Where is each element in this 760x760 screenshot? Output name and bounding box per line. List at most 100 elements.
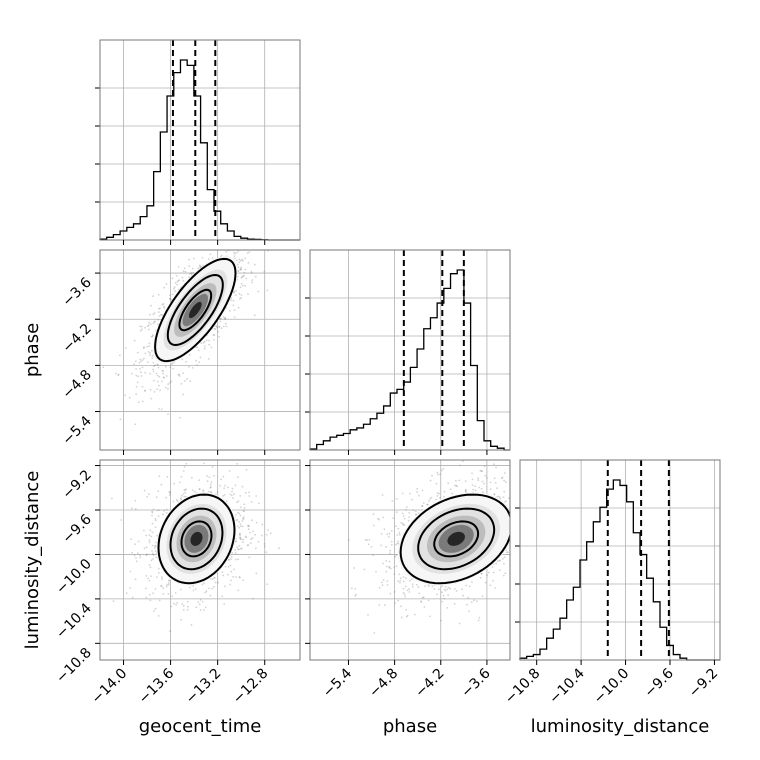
sample-point-0-1 xyxy=(149,352,151,354)
sample-point-0-1 xyxy=(205,339,208,342)
sample-point-0-2 xyxy=(130,538,133,541)
sample-point-1-2 xyxy=(443,588,446,591)
sample-point-0-2 xyxy=(224,457,226,459)
contour-0-1-1 xyxy=(166,273,224,347)
sample-point-0-2 xyxy=(187,606,189,608)
sample-point-0-2 xyxy=(263,545,266,548)
sample-point-0-1 xyxy=(239,267,242,270)
sample-point-0-1 xyxy=(167,383,170,386)
sample-point-1-2 xyxy=(473,599,475,602)
sample-point-0-2 xyxy=(198,603,201,606)
sample-point-1-2 xyxy=(403,524,406,526)
sample-point-1-2 xyxy=(400,577,402,579)
sample-point-0-2 xyxy=(181,603,184,605)
sample-point-0-2 xyxy=(135,557,137,559)
xtick-label-phase-1: −4.8 xyxy=(366,666,401,701)
sample-point-0-2 xyxy=(246,544,249,547)
sample-point-0-1 xyxy=(148,321,151,324)
sample-point-0-1 xyxy=(173,287,175,290)
sample-point-0-2 xyxy=(199,598,202,601)
sample-point-1-2 xyxy=(388,565,391,568)
sample-point-1-2 xyxy=(443,495,445,498)
sample-point-0-2 xyxy=(234,484,237,487)
sample-point-0-1 xyxy=(158,408,161,410)
sample-point-1-2 xyxy=(449,488,452,491)
sample-point-0-2 xyxy=(161,578,164,580)
sample-point-1-2 xyxy=(533,521,535,523)
contour-0-1-2 xyxy=(154,257,237,363)
sample-point-0-1 xyxy=(95,397,97,399)
sample-point-0-1 xyxy=(232,228,234,230)
sample-point-0-1 xyxy=(218,326,220,328)
sample-point-0-1 xyxy=(164,365,167,368)
sample-point-0-2 xyxy=(211,578,214,580)
sample-point-0-1 xyxy=(212,334,215,336)
sample-point-1-2 xyxy=(449,587,452,590)
sample-point-0-1 xyxy=(167,413,169,415)
sample-point-0-1 xyxy=(144,390,146,392)
sample-point-0-1 xyxy=(150,304,152,307)
sample-point-0-1 xyxy=(217,331,219,333)
sample-point-1-2 xyxy=(427,585,430,587)
sample-point-0-2 xyxy=(154,545,157,548)
sample-point-0-1 xyxy=(247,261,250,264)
sample-point-0-2 xyxy=(251,537,254,539)
sample-point-0-2 xyxy=(261,523,264,526)
sample-point-0-2 xyxy=(194,490,196,493)
ytick-label-phase-0: −5.4 xyxy=(59,413,94,448)
sample-point-0-1 xyxy=(136,351,139,354)
sample-point-1-2 xyxy=(385,545,387,548)
sample-point-0-2 xyxy=(242,516,245,518)
sample-point-0-2 xyxy=(154,519,157,522)
ytick-label-phase-1: −4.8 xyxy=(59,367,94,402)
sample-point-1-2 xyxy=(523,531,525,533)
sample-point-0-1 xyxy=(213,334,216,336)
sample-point-0-2 xyxy=(239,495,242,497)
sample-point-1-2 xyxy=(390,530,393,532)
pair-frame-0-1 xyxy=(99,249,301,451)
sample-point-0-1 xyxy=(240,282,243,285)
sample-point-0-2 xyxy=(112,600,115,603)
sample-point-0-2 xyxy=(239,525,242,527)
sample-point-0-2 xyxy=(205,434,207,436)
sample-point-1-2 xyxy=(383,528,386,531)
sample-point-0-1 xyxy=(146,325,149,327)
sample-point-1-2 xyxy=(455,590,458,592)
sample-point-1-2 xyxy=(415,513,418,516)
sample-point-0-1 xyxy=(161,303,164,306)
sample-point-0-2 xyxy=(148,539,151,541)
sample-point-0-2 xyxy=(232,497,234,499)
sample-point-1-2 xyxy=(353,567,355,569)
sample-point-0-1 xyxy=(233,316,236,318)
sample-point-0-1 xyxy=(250,270,253,273)
sample-point-1-2 xyxy=(393,591,396,593)
sample-point-1-2 xyxy=(492,579,494,582)
sample-point-0-2 xyxy=(209,483,212,486)
sample-point-0-1 xyxy=(253,263,256,266)
sample-point-0-2 xyxy=(195,606,198,608)
sample-point-1-2 xyxy=(370,546,373,548)
sample-point-0-1 xyxy=(153,320,156,323)
sample-point-0-1 xyxy=(182,270,185,273)
sample-point-0-2 xyxy=(135,560,138,563)
sample-point-1-2 xyxy=(514,575,516,577)
sample-point-0-1 xyxy=(141,400,144,403)
sample-point-1-2 xyxy=(385,565,388,568)
sample-point-1-2 xyxy=(541,480,543,482)
sample-point-1-2 xyxy=(477,619,480,622)
yaxis-label-luminosity_distance: luminosity_distance xyxy=(22,471,43,650)
sample-point-1-2 xyxy=(508,497,510,500)
sample-point-0-2 xyxy=(148,534,151,537)
sample-point-1-2 xyxy=(504,572,507,575)
sample-point-1-2 xyxy=(492,571,495,574)
sample-point-0-2 xyxy=(158,599,161,602)
sample-point-0-2 xyxy=(213,474,215,477)
sample-point-0-2 xyxy=(240,548,243,550)
sample-point-1-2 xyxy=(462,594,465,597)
sample-point-0-1 xyxy=(241,276,244,278)
sample-point-1-2 xyxy=(441,585,444,587)
sample-point-1-2 xyxy=(503,556,506,558)
sample-point-0-1 xyxy=(214,328,217,330)
sample-point-0-1 xyxy=(157,311,160,313)
sample-point-0-2 xyxy=(248,556,251,559)
